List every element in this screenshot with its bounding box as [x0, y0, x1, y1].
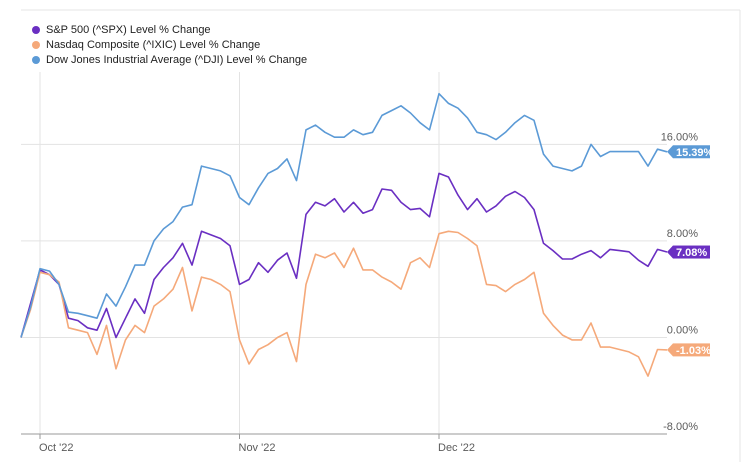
end-label-pointer	[667, 245, 673, 259]
legend-marker-dji	[32, 55, 40, 64]
legend-label-spx: S&P 500 (^SPX) Level % Change	[46, 23, 211, 36]
legend-label-ixic: Nasdaq Composite (^IXIC) Level % Change	[46, 38, 261, 51]
series-lines	[20, 92, 668, 377]
legend-item-spx[interactable]: S&P 500 (^SPX) Level % Change	[32, 22, 307, 37]
end-value-labels: 7.08% -1.03% 15.39%	[667, 145, 714, 357]
x-tick-label: Dec '22	[438, 442, 475, 454]
y-tick-label: 16.00%	[661, 131, 699, 143]
y-tick-label: 0.00%	[667, 324, 698, 336]
legend-item-ixic[interactable]: Nasdaq Composite (^IXIC) Level % Change	[32, 37, 307, 52]
x-tick-label: Oct '22	[39, 442, 74, 454]
legend-marker-ixic	[32, 40, 40, 49]
series-line-0[interactable]	[20, 172, 668, 339]
legend-item-dji[interactable]: Dow Jones Industrial Average (^DJI) Leve…	[32, 52, 307, 67]
x-axis: Oct '22 Nov '22 Dec '22	[21, 433, 667, 454]
end-label-box	[673, 145, 710, 159]
y-axis-tick-labels: 16.00% 8.00% 0.00% -8.00%	[661, 131, 699, 433]
end-value-label: -1.03%	[676, 345, 711, 357]
series-line-1[interactable]	[20, 230, 668, 377]
end-label-pointer	[667, 343, 673, 357]
x-tick-label: Nov '22	[239, 442, 276, 454]
y-tick-label: 8.00%	[667, 228, 698, 240]
end-label-pointer	[667, 145, 673, 159]
y-tick-label: -8.00%	[663, 421, 698, 433]
series-line-2[interactable]	[20, 92, 668, 338]
end-label-box	[673, 343, 710, 357]
end-value-label: 15.39%	[676, 147, 714, 159]
end-value-label: 7.08%	[676, 247, 707, 259]
legend-marker-spx	[32, 25, 40, 34]
legend: S&P 500 (^SPX) Level % Change Nasdaq Com…	[32, 22, 307, 67]
legend-label-dji: Dow Jones Industrial Average (^DJI) Leve…	[46, 53, 308, 66]
gridlines	[21, 9, 741, 462]
end-label-box	[673, 245, 710, 259]
